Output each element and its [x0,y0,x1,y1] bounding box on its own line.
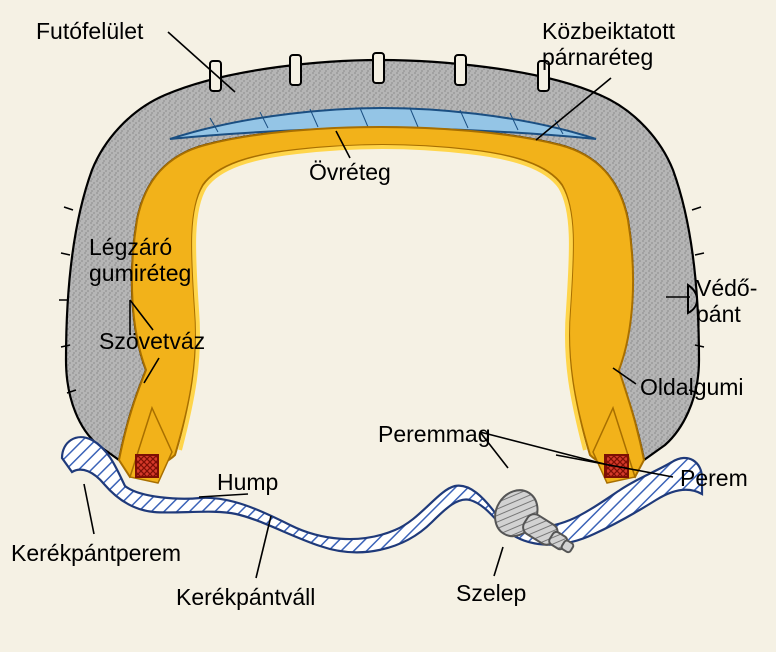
label-valve: Szelep [456,580,526,606]
label-bead-core: Peremmag [378,421,490,447]
label-bead: Perem [680,465,748,491]
label-hump: Hump [217,469,278,495]
label-inner-liner: Légzáró gumiréteg [89,234,191,287]
label-bead-seat: Kerékpántváll [176,584,315,610]
label-tread: Futófelület [36,18,143,44]
label-belt: Övréteg [309,159,391,185]
label-carcass: Szövetváz [99,328,205,354]
label-scuff-rib: Védő- pánt [696,275,757,328]
label-sidewall: Oldalgumi [640,374,744,400]
bead-core-left [136,455,158,477]
label-rim-flange: Kerékpántperem [11,540,181,566]
label-cap-ply: Közbeiktatott párnaréteg [542,18,675,71]
tire-cross-section-figure: Futófelület Közbeiktatott párnaréteg Övr… [0,0,776,652]
inner-liner [180,147,585,450]
